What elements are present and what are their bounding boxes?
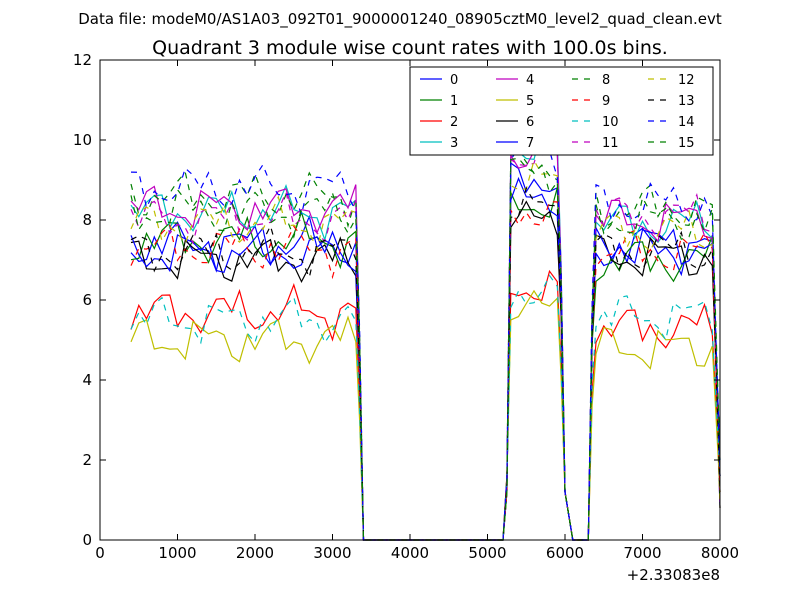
series-line-5: [130, 289, 721, 541]
y-tick-label: 12: [73, 51, 92, 69]
x-tick-label: 2000: [236, 544, 274, 562]
x-tick-label: 7000: [623, 544, 661, 562]
x-offset-label: +2.33083e8: [627, 566, 720, 584]
legend-label-15: 15: [678, 136, 695, 151]
series-line-10: [130, 274, 721, 541]
legend-label-7: 7: [526, 136, 534, 151]
legend-label-13: 13: [678, 94, 695, 109]
plot-area: [130, 129, 721, 541]
data-file-header: Data file: modeM0/AS1A03_092T01_90000012…: [78, 10, 722, 29]
x-tick-label: 3000: [313, 544, 351, 562]
series-line-6: [130, 200, 721, 541]
x-tick-label: 1000: [158, 544, 196, 562]
axes: 0 1000 2000 3000 4000 5000 6000 7000 80000246810…: [73, 51, 739, 562]
series-line-3: [130, 129, 721, 541]
y-tick-label: 6: [82, 291, 92, 309]
x-tick-label: 4000: [391, 544, 429, 562]
x-tick-label: 5000: [468, 544, 506, 562]
legend-label-4: 4: [526, 73, 534, 88]
legend-label-8: 8: [602, 73, 610, 88]
y-tick-label: 10: [73, 131, 92, 149]
y-tick-label: 0: [82, 531, 92, 549]
legend-label-5: 5: [526, 94, 534, 109]
legend-label-3: 3: [450, 136, 458, 151]
series-line-0: [130, 161, 721, 541]
x-tick-label: 6000: [546, 544, 584, 562]
legend-label-0: 0: [450, 73, 458, 88]
series-line-9: [130, 201, 721, 541]
x-tick-label: 8000: [701, 544, 739, 562]
series-line-11: [130, 134, 721, 541]
series-line-14: [130, 138, 721, 541]
legend-label-1: 1: [450, 94, 458, 109]
legend-label-12: 12: [678, 73, 695, 88]
y-tick-label: 4: [82, 371, 92, 389]
y-tick-label: 8: [82, 211, 92, 229]
legend-label-9: 9: [602, 94, 610, 109]
series-line-1: [130, 187, 721, 541]
series-line-12: [130, 158, 721, 541]
legend-label-11: 11: [602, 136, 619, 151]
series-line-2: [130, 269, 721, 541]
series-line-4: [130, 139, 721, 541]
y-tick-label: 2: [82, 451, 92, 469]
legend-box: [409, 66, 714, 156]
legend-label-2: 2: [450, 115, 458, 130]
series-line-8: [130, 146, 721, 541]
legend-label-6: 6: [526, 115, 534, 130]
chart-title: Quadrant 3 module wise count rates with …: [152, 37, 668, 59]
legend-label-10: 10: [602, 115, 619, 130]
series-line-15: [130, 157, 721, 541]
series-line-13: [130, 186, 721, 541]
x-tick-label: 0: [95, 544, 105, 562]
legend-label-14: 14: [678, 115, 695, 130]
